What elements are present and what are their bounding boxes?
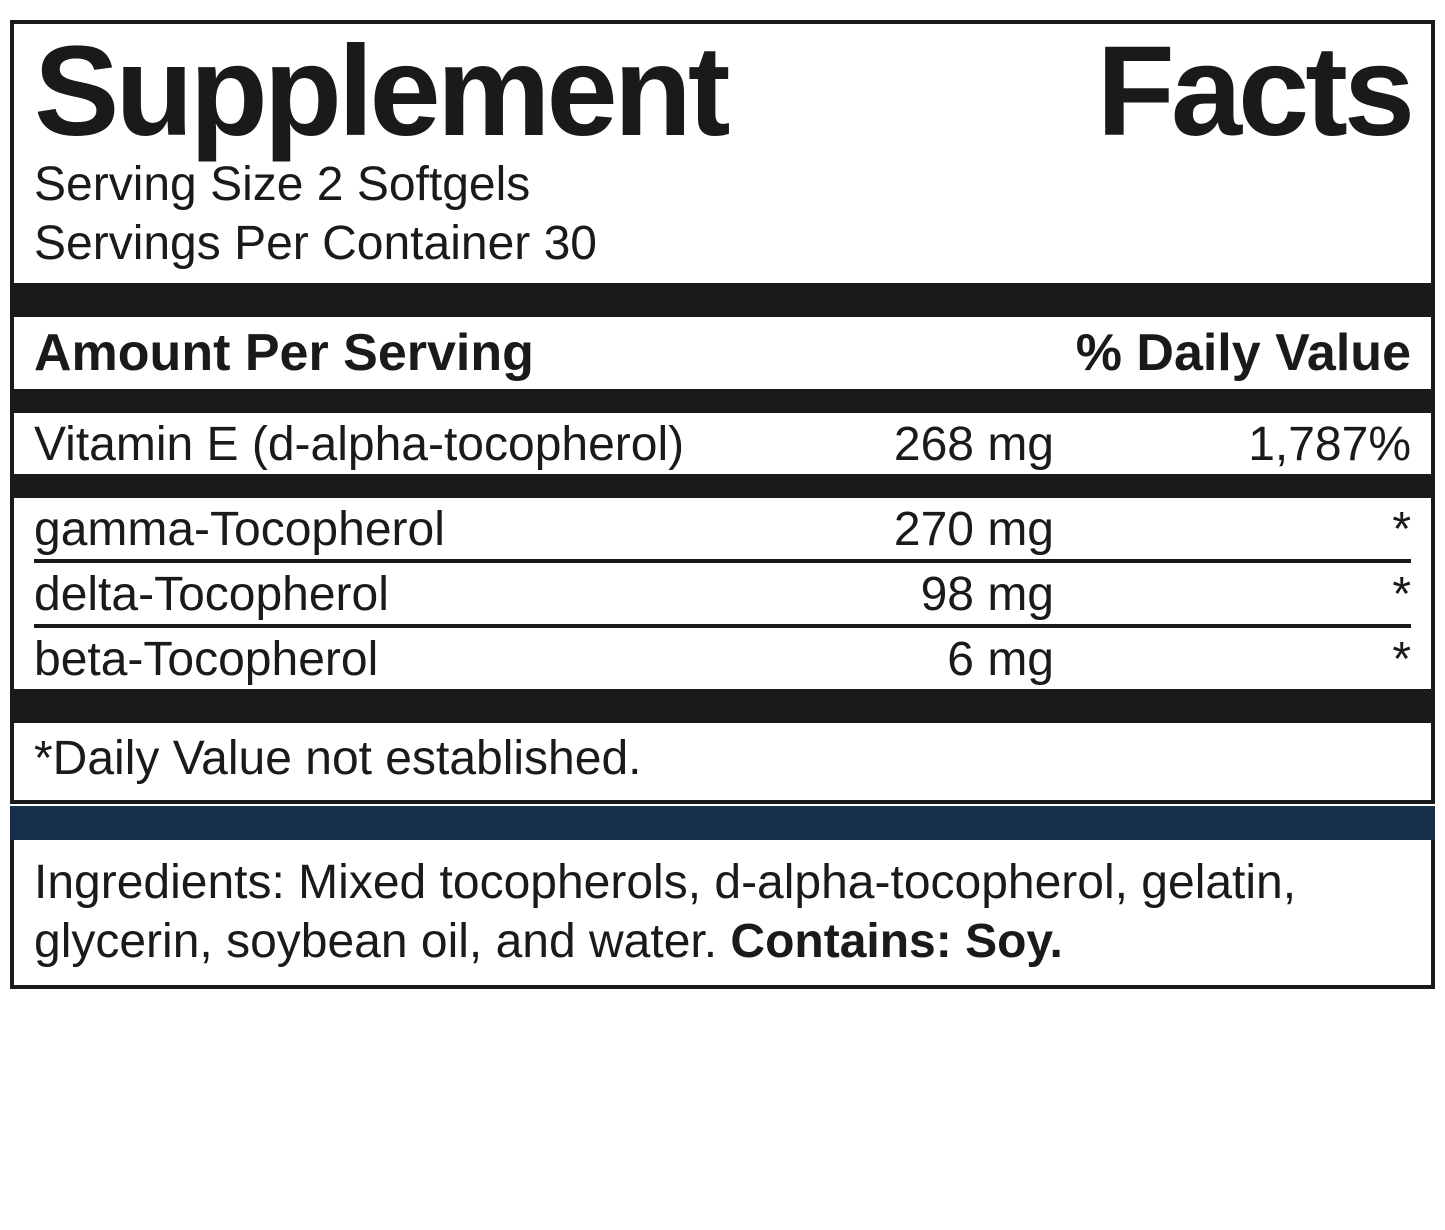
divider-bar-med-2: [14, 474, 1431, 498]
table-row: delta-Tocopherol 98 mg *: [14, 563, 1431, 624]
title-word-2: Facts: [1097, 28, 1411, 156]
nutrient-dv: *: [1054, 502, 1411, 557]
divider-bar-thick-1: [14, 283, 1431, 317]
column-header-row: Amount Per Serving % Daily Value: [14, 317, 1431, 389]
ingredients-text: Ingredients: Mixed tocopherols, d-alpha-…: [34, 856, 1296, 968]
dv-footnote: *Daily Value not established.: [14, 723, 1431, 800]
divider-bar-thick-2: [14, 689, 1431, 723]
title-word-1: Supplement: [34, 28, 727, 156]
table-row: beta-Tocopherol 6 mg *: [14, 628, 1431, 689]
ingredients-panel: Ingredients: Mixed tocopherols, d-alpha-…: [10, 840, 1435, 989]
nutrient-dv: *: [1054, 632, 1411, 687]
contains-allergen: Contains: Soy.: [730, 915, 1062, 968]
servings-per-container: Servings Per Container 30: [34, 215, 1411, 274]
nutrient-amount: 268 mg: [784, 417, 1054, 472]
header-amount-per-serving: Amount Per Serving: [34, 323, 784, 383]
nutrient-dv: *: [1054, 567, 1411, 622]
color-band: [10, 806, 1435, 840]
table-row: Vitamin E (d-alpha-tocopherol) 268 mg 1,…: [14, 413, 1431, 474]
nutrient-amount: 98 mg: [784, 567, 1054, 622]
table-row: gamma-Tocopherol 270 mg *: [14, 498, 1431, 559]
divider-bar-med-1: [14, 389, 1431, 413]
header-amount-spacer: [784, 323, 1054, 383]
nutrient-amount: 6 mg: [784, 632, 1054, 687]
serving-size: Serving Size 2 Softgels: [34, 156, 1411, 215]
nutrient-name: Vitamin E (d-alpha-tocopherol): [34, 417, 784, 472]
header-daily-value: % Daily Value: [1054, 323, 1411, 383]
nutrient-name: gamma-Tocopherol: [34, 502, 784, 557]
serving-info: Serving Size 2 Softgels Servings Per Con…: [14, 156, 1431, 283]
panel-title: Supplement Facts: [14, 24, 1431, 156]
nutrient-name: delta-Tocopherol: [34, 567, 784, 622]
nutrient-dv: 1,787%: [1054, 417, 1411, 472]
nutrient-name: beta-Tocopherol: [34, 632, 784, 687]
supplement-facts-panel: Supplement Facts Serving Size 2 Softgels…: [10, 20, 1435, 804]
nutrient-amount: 270 mg: [784, 502, 1054, 557]
